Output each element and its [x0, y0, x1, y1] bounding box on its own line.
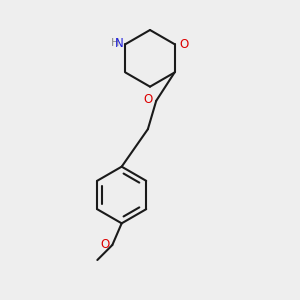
- Text: O: O: [179, 38, 188, 51]
- Text: O: O: [100, 238, 110, 251]
- Text: O: O: [143, 93, 152, 106]
- Text: H: H: [111, 38, 119, 48]
- Text: N: N: [115, 37, 124, 50]
